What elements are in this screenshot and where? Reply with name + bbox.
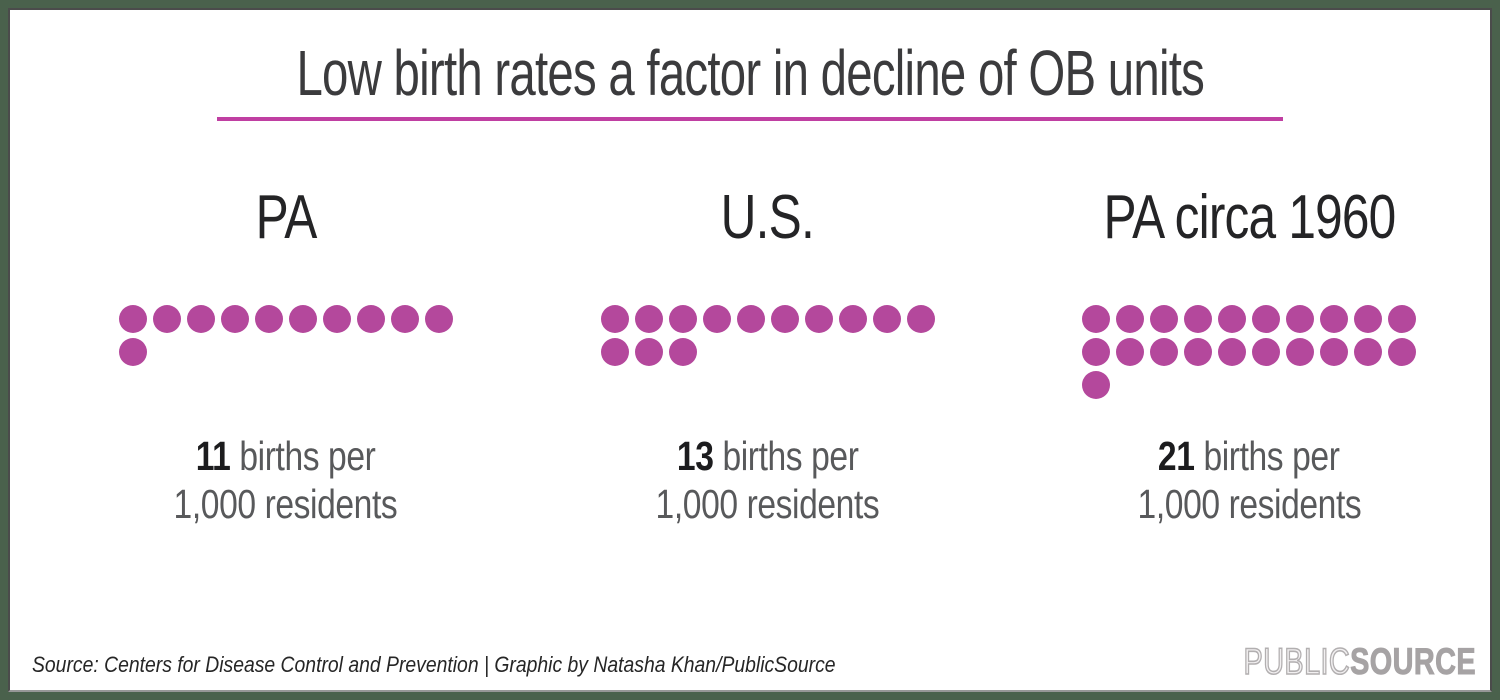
caption-line-1: 13 births per [527,433,1009,481]
group-header-us: U.S. [527,187,1009,249]
birth-dot [1116,338,1145,367]
birth-dot [1184,338,1213,367]
birth-dot [872,305,901,334]
birth-dot [838,305,867,334]
birth-dot [1150,338,1179,367]
birth-dot [424,305,453,334]
birth-dot [1082,338,1111,367]
birth-dot [668,305,697,334]
dot-grid-us [600,305,935,367]
birth-dot [1320,338,1349,367]
birth-dot [118,338,147,367]
value-caption-us: 13 births per 1,000 residents [527,433,1009,529]
birth-dot [356,305,385,334]
value-denominator: 1,000 residents [173,481,398,528]
chart-columns: PA 11 births per 1,000 residents U.S. [10,187,1490,529]
birth-dot [600,338,629,367]
group-header-pa: PA [45,187,527,249]
caption-line-2: 1,000 residents [45,481,527,529]
birth-dot [600,305,629,334]
birth-dot [322,305,351,334]
caption-line-2: 1,000 residents [527,481,1009,529]
birth-dot [634,338,663,367]
value-unit: births per [230,433,376,480]
birth-dot [668,338,697,367]
group-header-us-text: U.S. [720,183,815,253]
birth-dot [804,305,833,334]
birth-dot [1286,305,1315,334]
birth-dot [152,305,181,334]
birth-dot [1320,305,1349,334]
birth-dot [254,305,283,334]
logo-source-text: SOURCE [1350,641,1476,682]
caption-line-1: 11 births per [45,433,527,481]
birth-dot [1354,305,1383,334]
logo-public-text: PUBLIC [1243,641,1351,682]
birth-dot [1354,338,1383,367]
birth-dot [390,305,419,334]
dot-area-pa [45,305,527,433]
birth-dot [220,305,249,334]
birth-dot [770,305,799,334]
birth-dot [634,305,663,334]
chart-title: Low birth rates a factor in decline of O… [10,37,1490,109]
publicsource-logo: PUBLICSOURCE [1243,641,1476,682]
birth-dot [1218,305,1247,334]
value-unit: births per [1194,433,1340,480]
group-column-us: U.S. 13 births per 1,000 residents [527,187,1009,529]
birth-dot [736,305,765,334]
group-header-pa-1960: PA circa 1960 [1008,187,1490,249]
chart-title-text: Low birth rates a factor in decline of O… [296,37,1204,109]
caption-line-1: 21 births per [1008,433,1490,481]
value-unit: births per [713,433,859,480]
source-credit-text: Source: Centers for Disease Control and … [32,652,836,677]
value-number: 13 [676,433,714,480]
birth-dot [186,305,215,334]
birth-dot [702,305,731,334]
dot-area-pa-1960 [1008,305,1490,433]
value-caption-pa-1960: 21 births per 1,000 residents [1008,433,1490,529]
source-credit-line: Source: Centers for Disease Control and … [32,652,945,678]
birth-dot [1286,338,1315,367]
birth-dot [1218,338,1247,367]
birth-dot [1150,305,1179,334]
caption-line-2: 1,000 residents [1008,481,1490,529]
birth-dot [1252,338,1281,367]
dot-area-us [527,305,1009,433]
birth-dot [1116,305,1145,334]
value-number: 11 [195,433,231,480]
group-header-pa-1960-text: PA circa 1960 [1103,183,1396,253]
birth-dot [1184,305,1213,334]
group-column-pa-1960: PA circa 1960 21 births per 1,000 reside… [1008,187,1490,529]
value-number: 21 [1158,433,1195,480]
birth-dot [906,305,935,334]
birth-dot [1388,338,1417,367]
title-underline [217,117,1283,122]
chart-canvas: Low birth rates a factor in decline of O… [8,8,1492,692]
birth-dot [288,305,317,334]
value-caption-pa: 11 births per 1,000 residents [45,433,527,529]
group-header-pa-text: PA [255,183,317,253]
dot-grid-pa-1960 [1082,305,1417,400]
birth-dot [1388,305,1417,334]
birth-dot [1082,305,1111,334]
birth-dot [118,305,147,334]
dot-grid-pa [118,305,453,367]
value-denominator: 1,000 residents [1137,481,1362,528]
birth-dot [1082,371,1111,400]
value-denominator: 1,000 residents [655,481,880,528]
group-column-pa: PA 11 births per 1,000 residents [45,187,527,529]
birth-dot [1252,305,1281,334]
